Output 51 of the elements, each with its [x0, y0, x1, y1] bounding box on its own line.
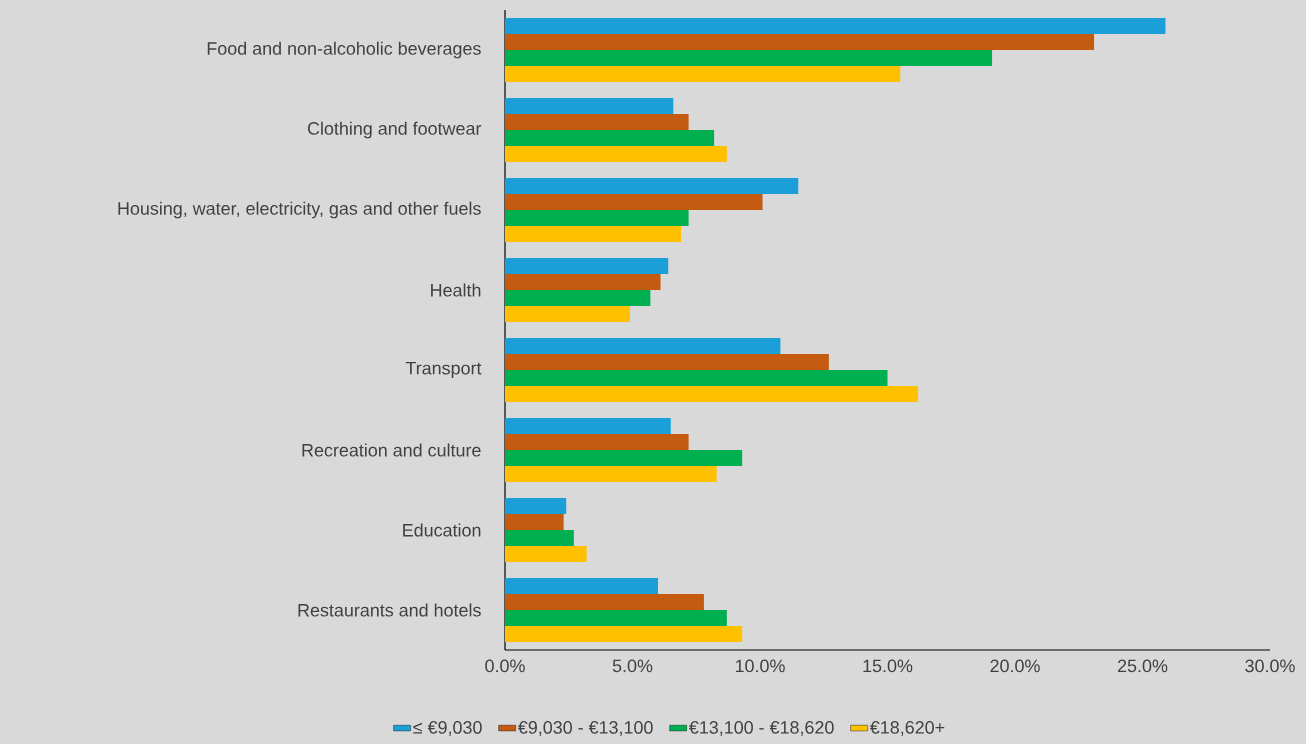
x-tick-label: 10.0%	[735, 659, 785, 673]
bar	[505, 418, 671, 435]
bar	[505, 290, 651, 306]
bar	[505, 530, 574, 547]
bar	[505, 498, 567, 515]
x-tick-label: 0.0%	[485, 659, 525, 673]
bar	[505, 50, 993, 66]
y-tick-label: Health	[431, 283, 481, 297]
bar	[505, 466, 717, 483]
bar	[505, 370, 888, 387]
bar	[505, 18, 1166, 34]
bar	[505, 386, 919, 403]
legend-label: €9,030 - €13,100	[517, 721, 653, 736]
bar	[505, 514, 564, 531]
bar	[505, 146, 727, 162]
bar	[505, 594, 704, 611]
bar	[505, 194, 763, 210]
x-tick-label: 5.0%	[612, 659, 653, 673]
legend-label: €13,100 - €18,620	[688, 721, 834, 736]
bar	[505, 450, 743, 467]
y-tick-label: Housing, water, electricity, gas and other fuels	[118, 201, 481, 219]
bar	[505, 610, 727, 627]
y-tick-label: Transport	[405, 361, 482, 379]
x-tick-label: 15.0%	[863, 659, 913, 673]
x-tick-label: 25.0%	[1117, 659, 1168, 673]
bar	[505, 66, 901, 82]
bar	[505, 354, 829, 370]
y-tick-label: Restaurants and hotels	[298, 603, 481, 617]
bar	[505, 626, 743, 643]
bar	[505, 578, 658, 595]
bar	[505, 306, 630, 322]
legend-label: €18,620+	[869, 721, 945, 736]
bar	[505, 274, 661, 290]
y-tick-label: Food and non-alcoholic beverages	[207, 41, 481, 59]
bar	[505, 546, 587, 563]
bar	[505, 178, 799, 194]
y-tick-label: Recreation and culture	[302, 443, 481, 457]
bar	[505, 338, 781, 354]
bar	[505, 98, 674, 114]
x-tick-label: 20.0%	[990, 659, 1040, 673]
bar	[505, 226, 681, 242]
y-tick-label: Education	[403, 523, 481, 537]
bar	[505, 114, 689, 130]
bar	[505, 130, 715, 146]
legend-label: ≤ €9,030	[413, 721, 482, 736]
y-tick-label: Clothing and footwear	[307, 121, 482, 139]
x-tick-label: 30.0%	[1245, 659, 1295, 673]
bar	[505, 34, 1095, 50]
bar	[505, 210, 689, 226]
bar	[505, 258, 669, 274]
bar	[505, 434, 689, 451]
